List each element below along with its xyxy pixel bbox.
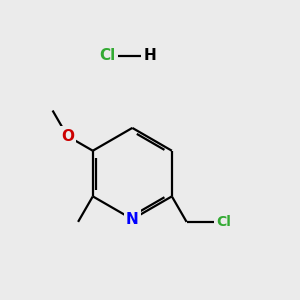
Text: N: N bbox=[126, 212, 139, 227]
Text: H: H bbox=[143, 48, 156, 63]
Text: O: O bbox=[61, 128, 74, 143]
Text: Cl: Cl bbox=[216, 215, 231, 229]
Text: Cl: Cl bbox=[99, 48, 115, 63]
